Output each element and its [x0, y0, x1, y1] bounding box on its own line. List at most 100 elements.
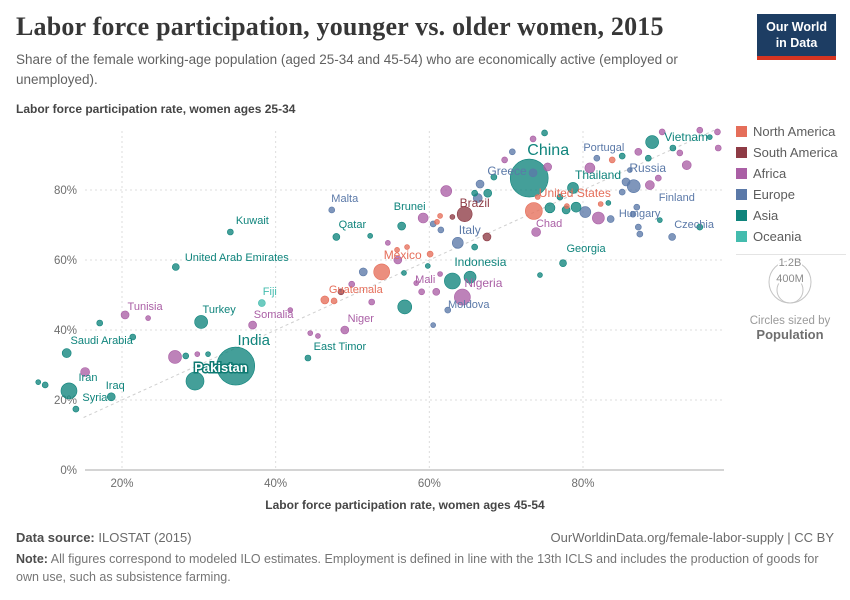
- data-point[interactable]: [417, 212, 429, 224]
- data-point[interactable]: [367, 233, 373, 239]
- data-point[interactable]: [315, 333, 321, 339]
- data-point[interactable]: [368, 298, 376, 306]
- data-point[interactable]: [348, 280, 356, 288]
- data-point[interactable]: [337, 288, 345, 296]
- data-point[interactable]: [645, 154, 652, 162]
- data-point[interactable]: [96, 319, 104, 327]
- data-point-somalia[interactable]: [248, 320, 257, 330]
- data-point-guatemala[interactable]: [320, 295, 330, 305]
- data-point[interactable]: [570, 201, 582, 213]
- legend-item-asia[interactable]: Asia: [736, 208, 846, 223]
- data-point[interactable]: [307, 330, 314, 336]
- data-point[interactable]: [401, 270, 407, 276]
- data-point-mexico[interactable]: [373, 263, 390, 281]
- data-point[interactable]: [509, 148, 516, 156]
- data-point-finland[interactable]: [633, 203, 641, 211]
- data-point-czechia[interactable]: [668, 233, 676, 241]
- data-point[interactable]: [618, 188, 626, 196]
- data-point[interactable]: [471, 243, 478, 251]
- data-point[interactable]: [635, 223, 642, 231]
- data-point[interactable]: [434, 219, 440, 225]
- data-point-fiji[interactable]: [258, 299, 266, 307]
- data-point[interactable]: [608, 156, 616, 164]
- data-point-pakistan[interactable]: [185, 371, 205, 391]
- data-point[interactable]: [618, 152, 626, 160]
- data-point[interactable]: [597, 201, 604, 207]
- data-point[interactable]: [534, 194, 541, 200]
- owid-logo[interactable]: Our World in Data: [757, 14, 836, 61]
- data-point[interactable]: [418, 288, 425, 296]
- data-point-niger[interactable]: [340, 325, 350, 335]
- data-point[interactable]: [714, 144, 722, 152]
- data-point-italy[interactable]: [451, 237, 464, 249]
- legend-item-europe[interactable]: Europe: [736, 187, 846, 202]
- data-point[interactable]: [482, 232, 492, 242]
- data-point[interactable]: [437, 226, 445, 234]
- data-point[interactable]: [41, 381, 49, 389]
- data-point[interactable]: [437, 271, 443, 277]
- data-point-brazil[interactable]: [456, 206, 473, 222]
- data-point-iraq[interactable]: [106, 392, 116, 402]
- data-point[interactable]: [714, 128, 721, 136]
- data-point[interactable]: [129, 333, 137, 341]
- legend-item-north-america[interactable]: North America: [736, 124, 846, 139]
- data-point[interactable]: [145, 315, 151, 321]
- data-point[interactable]: [627, 167, 633, 173]
- data-point-georgia[interactable]: [559, 259, 567, 267]
- data-point-thailand[interactable]: [567, 182, 579, 194]
- data-point[interactable]: [501, 156, 508, 164]
- data-point[interactable]: [463, 270, 477, 284]
- data-point-greece[interactable]: [475, 179, 485, 189]
- legend-item-oceania[interactable]: Oceania: [736, 229, 846, 244]
- data-point[interactable]: [385, 240, 391, 246]
- data-point[interactable]: [669, 144, 677, 152]
- data-point-moldova[interactable]: [444, 306, 452, 314]
- data-point-saudi-arabia[interactable]: [61, 348, 72, 358]
- data-point[interactable]: [676, 149, 684, 157]
- data-point-vietnam[interactable]: [645, 135, 659, 149]
- data-point[interactable]: [579, 206, 592, 218]
- data-point[interactable]: [541, 129, 548, 137]
- data-point-united-arab-emirates[interactable]: [171, 263, 180, 271]
- data-point-india[interactable]: [216, 346, 256, 386]
- data-point-portugal[interactable]: [593, 154, 601, 162]
- data-point[interactable]: [358, 267, 368, 277]
- legend-item-south-america[interactable]: South America: [736, 145, 846, 160]
- data-point[interactable]: [528, 168, 538, 178]
- license-link[interactable]: OurWorldinData.org/female-labor-supply |…: [550, 530, 834, 545]
- data-point[interactable]: [544, 202, 556, 214]
- data-point-russia[interactable]: [626, 179, 641, 193]
- data-point[interactable]: [629, 210, 637, 218]
- data-point[interactable]: [424, 263, 431, 269]
- data-point-iran[interactable]: [60, 382, 78, 400]
- data-point-tunisia[interactable]: [120, 310, 130, 320]
- legend-item-africa[interactable]: Africa: [736, 166, 846, 181]
- data-point[interactable]: [657, 217, 663, 223]
- data-point[interactable]: [168, 350, 182, 364]
- data-point[interactable]: [696, 223, 704, 231]
- data-point-indonesia[interactable]: [444, 272, 461, 290]
- data-point[interactable]: [621, 177, 631, 187]
- data-point[interactable]: [605, 200, 612, 206]
- data-point[interactable]: [287, 307, 294, 313]
- data-point[interactable]: [35, 379, 42, 385]
- data-point[interactable]: [654, 174, 662, 182]
- data-point[interactable]: [696, 126, 704, 134]
- data-point[interactable]: [706, 134, 713, 140]
- data-point[interactable]: [413, 280, 420, 286]
- data-point[interactable]: [490, 173, 498, 181]
- data-point[interactable]: [194, 351, 201, 357]
- data-point[interactable]: [437, 213, 443, 219]
- data-point[interactable]: [471, 189, 478, 197]
- data-point[interactable]: [584, 162, 596, 174]
- data-point[interactable]: [182, 352, 190, 360]
- data-point-mali[interactable]: [432, 288, 441, 296]
- data-point-malta[interactable]: [328, 206, 336, 214]
- data-point-brunei[interactable]: [397, 221, 406, 231]
- data-point[interactable]: [556, 193, 564, 201]
- data-point[interactable]: [483, 188, 493, 198]
- data-point-turkey[interactable]: [194, 315, 208, 329]
- data-point[interactable]: [330, 297, 338, 305]
- data-point[interactable]: [645, 180, 655, 190]
- data-point-hungary[interactable]: [606, 215, 615, 223]
